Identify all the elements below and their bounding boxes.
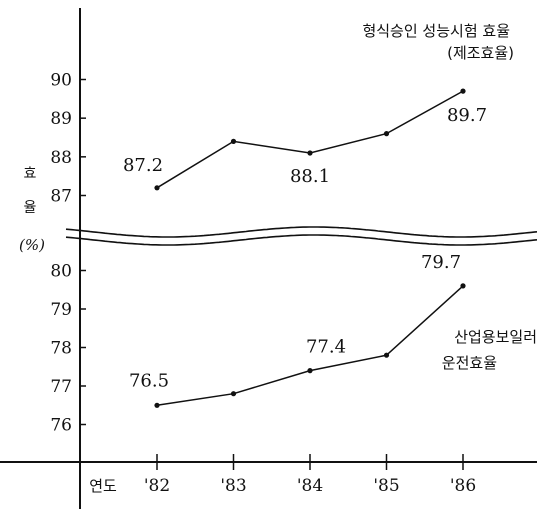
x-tick-label: '85 [373, 476, 399, 496]
data-point [154, 185, 160, 191]
x-tick-label: '86 [450, 476, 476, 496]
y-ticks: 87 88 89 90 76 77 78 79 80 [50, 71, 86, 436]
x-ticks: '82 '83 '84 '85 '86 [144, 454, 476, 496]
series-group: 87.2 88.1 89.7 76.5 77.4 79.7 [123, 88, 487, 408]
y-tick-label: 77 [50, 377, 72, 397]
y-tick-label: 76 [50, 416, 72, 436]
data-point [307, 150, 313, 156]
data-point [383, 352, 390, 358]
axis-break-wave [65, 226, 537, 246]
lower-series-title-line1: 산업용보일러 [454, 328, 537, 346]
y-tick-label: 87 [50, 187, 72, 207]
data-label: 76.5 [129, 370, 169, 391]
y-tick-label: 88 [50, 148, 72, 168]
x-tick-label: '82 [144, 476, 170, 496]
y-tick-label: 79 [50, 300, 72, 320]
data-label: 88.1 [290, 166, 330, 187]
upper-series-title-line1: 형식승인 성능시험 효율 [362, 22, 510, 40]
y-axis-label-char2: 율 [24, 200, 37, 216]
lower-series-title-line2: 운전효율 [442, 354, 497, 372]
y-tick-label: 80 [50, 262, 72, 282]
data-point [230, 138, 237, 144]
x-tick-label: '83 [220, 476, 246, 496]
axes [0, 8, 537, 509]
data-label: 77.4 [306, 337, 346, 358]
data-point [460, 283, 466, 289]
data-point [460, 88, 466, 94]
data-label: 89.7 [447, 105, 487, 126]
data-point [154, 402, 160, 408]
y-tick-label: 78 [50, 339, 72, 359]
break-wave-upper [65, 226, 537, 238]
upper-series-title-line2: (제조효율) [447, 44, 514, 62]
y-axis-unit: (%) [19, 236, 45, 254]
data-point [230, 391, 237, 397]
data-label: 87.2 [123, 155, 163, 176]
y-axis-label-char1: 효 [24, 166, 37, 182]
data-point [383, 131, 390, 137]
x-tick-label: '84 [297, 476, 323, 496]
x-axis-label: 연도 [89, 477, 117, 495]
data-label: 79.7 [421, 252, 461, 273]
data-point [307, 368, 313, 374]
y-tick-label: 89 [50, 109, 72, 129]
y-tick-label: 90 [50, 71, 72, 91]
break-wave-lower [65, 234, 537, 246]
